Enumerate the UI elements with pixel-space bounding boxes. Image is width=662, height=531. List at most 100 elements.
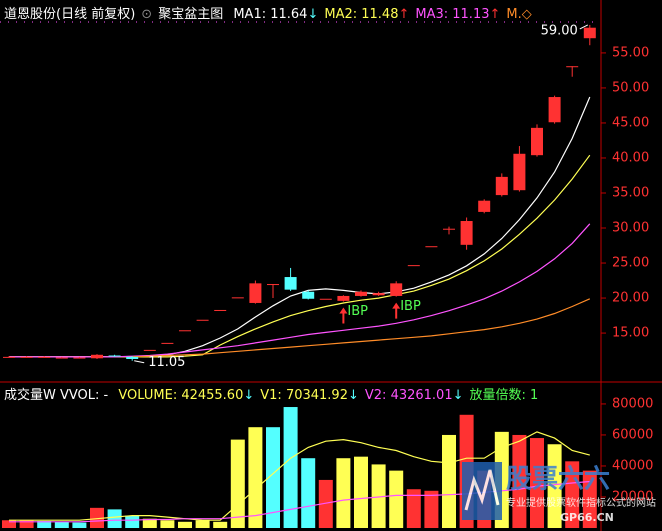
- indicator-line: [9, 223, 591, 358]
- indicator-line: [132, 298, 591, 358]
- y-tick-label: 40000: [612, 458, 653, 473]
- candle-body: [143, 349, 156, 351]
- y-tick-label: 55.00: [612, 45, 649, 60]
- y-tick-label: 50.00: [612, 80, 649, 95]
- ma-arrow: ↓: [307, 7, 319, 22]
- y-tick-label: 45.00: [612, 115, 649, 130]
- ma-legend: M.◇: [506, 7, 532, 22]
- volume-title: 成交量W VVOL: -: [4, 388, 109, 403]
- watermark-subtitle: 专业提供股票软件指标公式的网站: [506, 496, 656, 509]
- candle-body: [425, 246, 438, 248]
- volume-bar: [195, 520, 210, 528]
- ma-legend: MA1: 11.64: [233, 7, 308, 22]
- volume-bar: [72, 522, 87, 528]
- candle-body: [161, 342, 174, 344]
- volume-bar: [406, 489, 421, 528]
- candle-body: [337, 295, 350, 301]
- volume-bar: [442, 434, 456, 528]
- candle-body: [443, 228, 455, 230]
- ma-arrow: ↑: [398, 7, 410, 22]
- signal-arrow: [339, 307, 348, 324]
- candle-body: [38, 356, 51, 358]
- volume-bar: [582, 470, 597, 528]
- volume-bar: [565, 461, 580, 528]
- candle-body: [3, 356, 15, 358]
- candle-body: [407, 265, 420, 267]
- y-tick-label: 60000: [612, 427, 653, 442]
- high-label: 59.00: [541, 23, 578, 38]
- candle-body: [20, 356, 33, 358]
- volume-legend: VOLUME: 42455.60: [118, 388, 244, 403]
- volume-header: 成交量W VVOL: - VOLUME: 42455.60↓ V1: 70341.…: [4, 384, 544, 403]
- y-tick-label: 80000: [612, 396, 653, 411]
- candle-body: [108, 355, 121, 357]
- ma-legend: MA3: 11.13: [415, 7, 490, 22]
- stock-name: 道恩股份(日线 前复权): [4, 7, 136, 22]
- y-tick-label: 15.00: [612, 326, 649, 341]
- low-pointer: [134, 360, 145, 364]
- indicator-line: [9, 431, 590, 521]
- volume-bar: [301, 458, 316, 528]
- candle-body: [390, 283, 403, 296]
- volume-bar: [530, 438, 544, 528]
- volume-bar: [318, 479, 333, 528]
- signal-arrow: [392, 302, 401, 319]
- y-tick-label: 20.00: [612, 291, 649, 306]
- volume-series-legend: V2: 43261.01: [364, 388, 453, 403]
- candle-body: [91, 354, 103, 359]
- candle-body: [267, 284, 279, 286]
- candle-body: [179, 330, 191, 332]
- volume-bar: [336, 458, 351, 528]
- volume-bar: [354, 456, 368, 528]
- candle-body: [583, 27, 596, 39]
- volume-bar: [178, 521, 192, 528]
- candle-body: [478, 200, 491, 212]
- header-icon: ⊙: [141, 7, 153, 22]
- watermark-url: GP66.CN: [560, 511, 614, 524]
- candle-body: [548, 97, 561, 123]
- volume-bar: [90, 507, 104, 528]
- volume-series-arrow: ↓: [347, 388, 359, 403]
- candle-body: [355, 291, 367, 296]
- volume-bar: [512, 434, 527, 528]
- candle-body: [302, 291, 315, 299]
- volume-series-legend: V1: 70341.92: [260, 388, 348, 403]
- ma-legend: MA2: 11.48: [324, 7, 399, 22]
- volume-bar: [160, 520, 175, 528]
- volume-bar: [142, 518, 157, 528]
- indicator-line: [9, 96, 591, 358]
- candle-body: [513, 153, 526, 191]
- volume-bar: [266, 427, 280, 528]
- candle-body: [55, 357, 68, 359]
- candle-body: [372, 293, 385, 296]
- y-tick-label: 35.00: [612, 185, 649, 200]
- volume-bar: [2, 520, 16, 528]
- volume-bar: [283, 407, 298, 528]
- price-header: 道恩股份(日线 前复权) ⊙ 聚宝盆主图 MA1: 11.64↓ MA2: 11.48…: [4, 3, 538, 22]
- volume-bar: [37, 521, 52, 528]
- volume-series-arrow: ↓: [452, 388, 464, 403]
- volume-bar: [125, 515, 140, 528]
- candle-body: [566, 66, 579, 68]
- y-tick-label: 40.00: [612, 150, 649, 165]
- volume-bar: [424, 490, 439, 528]
- candle-body: [531, 127, 543, 156]
- candle-body: [231, 297, 244, 299]
- candle-body: [495, 176, 508, 196]
- signal-label: IBP: [400, 299, 421, 314]
- y-tick-label: 20000: [612, 489, 653, 504]
- volume-bar: [547, 444, 562, 528]
- low-label: 11.05: [148, 355, 185, 370]
- y-tick-label: 25.00: [612, 256, 649, 271]
- candle-body: [249, 283, 262, 303]
- volume-bar: [107, 509, 122, 528]
- ratio-legend: 放量倍数: 1: [469, 388, 539, 403]
- volume-bar: [248, 427, 263, 528]
- signal-label: IBP: [347, 304, 368, 319]
- candle-body: [73, 357, 86, 359]
- ma-arrow: ↑: [489, 7, 501, 22]
- candle-body: [284, 277, 297, 290]
- high-pointer: [579, 24, 589, 30]
